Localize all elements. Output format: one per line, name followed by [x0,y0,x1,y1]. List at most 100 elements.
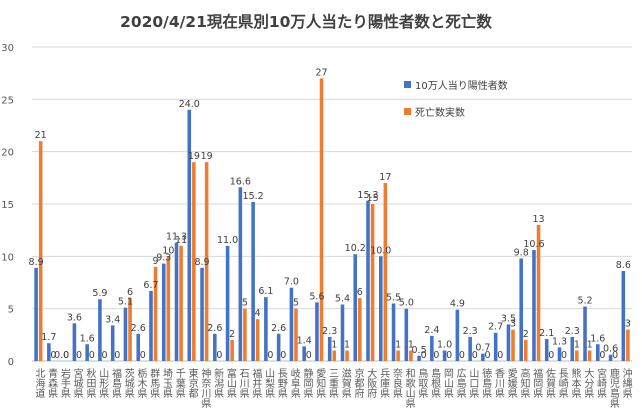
data-label-deaths: 17 [379,172,391,183]
bar-deaths [358,298,362,361]
data-label-positives: 5.6 [309,291,324,302]
data-label-deaths: 19 [201,151,213,162]
data-label-deaths: 0 [306,350,312,361]
chart-title: 2020/4/21現在県別10万人当たり陽性者数と死亡数 [120,12,492,31]
bar-positives [442,350,447,361]
y-tick-label: 20 [1,148,14,159]
bar-deaths [243,308,247,361]
data-label-positives: 9.3 [156,253,171,264]
bar-positives [72,323,77,361]
bar-positives [557,347,562,361]
x-tick-label: 愛知県 [314,367,326,399]
bar-positives [404,308,409,361]
bar-positives [213,333,217,361]
data-label-positives: 5.2 [577,296,592,307]
data-label-positives: 24.0 [179,99,200,110]
bars [34,78,630,362]
bar-positives [468,336,472,361]
bar-positives [149,290,153,361]
x-tick-label: 北海道 [33,368,45,398]
x-tick-label: 福岡県 [531,367,543,399]
x-tick-label: 佐賀県 [544,368,556,399]
x-tick-label: 沖縄県 [620,367,632,399]
x-tick-label: 滋賀県 [339,367,351,399]
x-tick-label: 山口県 [467,368,479,399]
data-label-positives: 2.7 [488,322,503,333]
bar-deaths [587,350,592,361]
data-label-deaths: 27 [315,67,327,78]
bar-positives [136,333,141,361]
x-tick-label: 山形県 [97,368,109,399]
bar-deaths [319,78,324,362]
data-label-positives: 16.6 [230,176,251,187]
data-label-positives: 2.3 [565,326,580,337]
x-tick-label: 岩手県 [58,367,70,399]
bar-deaths [575,350,579,361]
data-label-positives: 1.7 [41,332,56,343]
data-label-positives: 6.7 [143,280,158,291]
data-label-positives: 1.4 [297,335,312,346]
data-label-deaths: 0 [472,350,478,361]
legend-label-positives: 10万人当り陽性者数 [415,79,508,92]
legend-label-deaths: 死亡数実数 [415,106,465,119]
data-label-deaths: 0 [548,350,554,361]
bar-positives [110,325,115,361]
data-label-deaths: 0 [612,350,618,361]
data-label-deaths: 1 [344,340,350,351]
data-label-positives: 5.5 [386,292,401,303]
data-label-deaths: 0 [267,350,273,361]
data-label-positives: 2.4 [424,325,439,336]
y-tick-label: 30 [1,43,14,54]
bar-positives [417,355,421,361]
bar-deaths [370,204,375,361]
x-tick-label: 新潟県 [212,367,224,399]
data-label-deaths: 3 [625,319,631,330]
x-tick-label: 群馬県 [148,367,160,399]
bar-positives [570,336,575,361]
data-label-deaths: 1 [574,340,580,351]
data-label-positives: 4.9 [450,299,465,310]
data-label-positives: 3.5 [501,313,516,324]
data-label-deaths: 2 [229,329,235,340]
data-label-deaths: 13 [532,214,544,225]
data-label-positives: 11.3 [166,232,187,243]
data-label-positives: 5.0 [399,298,414,309]
data-label-deaths: 9 [153,256,159,267]
x-tick-label: 福井県 [250,367,262,399]
x-tick-label: 神奈川県 [199,367,211,409]
data-label-positives: 2.6 [271,323,286,334]
x-tick-label: 徳島県 [480,367,492,399]
data-label-deaths: 0 [280,350,286,361]
x-tick-label: 東京都 [186,367,198,399]
x-tick-label: 鳥取県 [416,367,428,399]
bar-positives [327,336,332,361]
data-label-deaths: 1 [331,340,337,351]
bar-deaths [255,319,260,361]
x-tick-label: 兵庫県 [378,367,390,399]
bar-positives [161,263,166,361]
data-label-deaths: 6 [127,287,133,298]
bar-positives [302,346,306,361]
data-label-deaths: 0 [599,350,605,361]
y-axis-ticks: 0 5 10 15 20 25 30 [1,43,14,368]
bar-positives [340,304,345,361]
x-tick-label: 石川県 [237,368,249,399]
data-label-positives: 15.3 [357,190,378,201]
bar-deaths [345,350,349,361]
bar-positives [519,258,523,361]
bar-deaths [294,308,298,361]
data-label-positives: 11.0 [217,235,238,246]
bar-positives [187,109,192,361]
data-label-positives: 1.3 [552,336,567,347]
data-label-deaths: 0 [89,350,95,361]
data-label-deaths: 0 [114,350,120,361]
bar-positives [621,270,626,361]
data-label-positives: 5.4 [335,293,350,304]
data-label-positives: 1.6 [80,333,95,344]
data-label-deaths: 4 [255,308,261,319]
bar-positives [200,267,204,361]
bar-deaths [626,329,630,361]
legend-swatch-positives [404,81,411,88]
bar-positives [583,306,587,361]
bar-deaths [38,141,43,361]
